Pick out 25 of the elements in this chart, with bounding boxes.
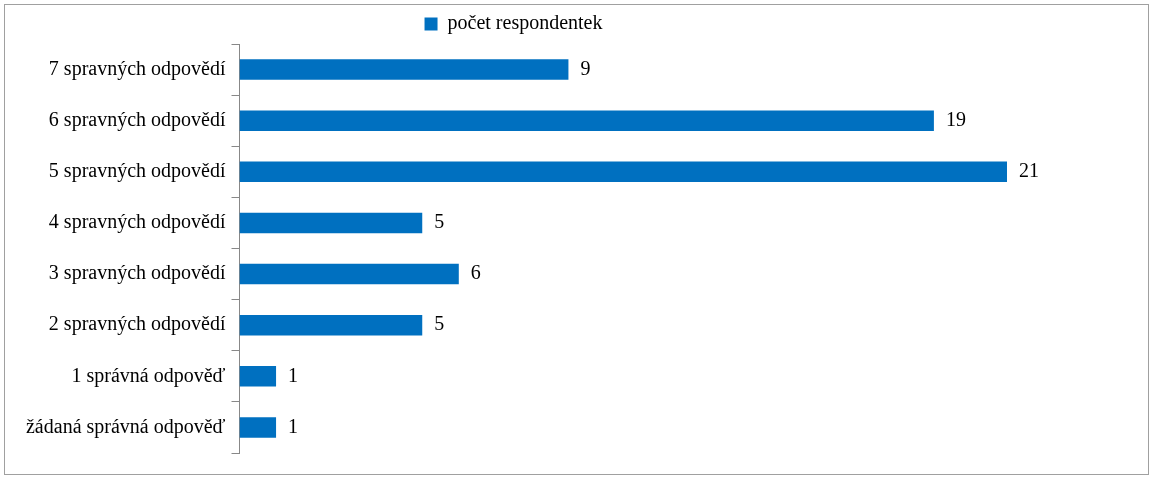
y-tick-label: 5 spravných odpovědí: [48, 159, 226, 183]
y-tick-label: 7 spravných odpovědí: [48, 56, 226, 80]
bar: [239, 314, 423, 336]
y-tick-label: 1 správná odpověď: [71, 363, 226, 387]
bar: [239, 212, 423, 234]
bar: [239, 417, 277, 438]
data-label: 19: [945, 107, 966, 130]
data-label: 6: [470, 261, 481, 284]
bar: [239, 161, 1007, 183]
bar: [239, 366, 277, 387]
data-label: 9: [580, 56, 591, 79]
data-label: 1: [288, 414, 299, 437]
bar: [239, 59, 569, 80]
y-tick-label: 2 spravných odpovědí: [48, 312, 226, 336]
y-tick-label: žádaná správná odpověď: [26, 414, 226, 438]
data-label: 5: [434, 210, 445, 233]
bar: [239, 263, 459, 285]
bar: [239, 110, 934, 131]
legend-label: počet respondentek: [447, 11, 603, 35]
y-tick-label: 6 spravných odpovědí: [48, 107, 226, 131]
data-label: 1: [288, 363, 299, 386]
data-label: 21: [1019, 159, 1039, 182]
y-tick-label: 4 spravných odpovědí: [48, 210, 226, 234]
data-label: 5: [434, 312, 445, 335]
y-tick-label: 3 spravných odpovědí: [48, 261, 226, 285]
